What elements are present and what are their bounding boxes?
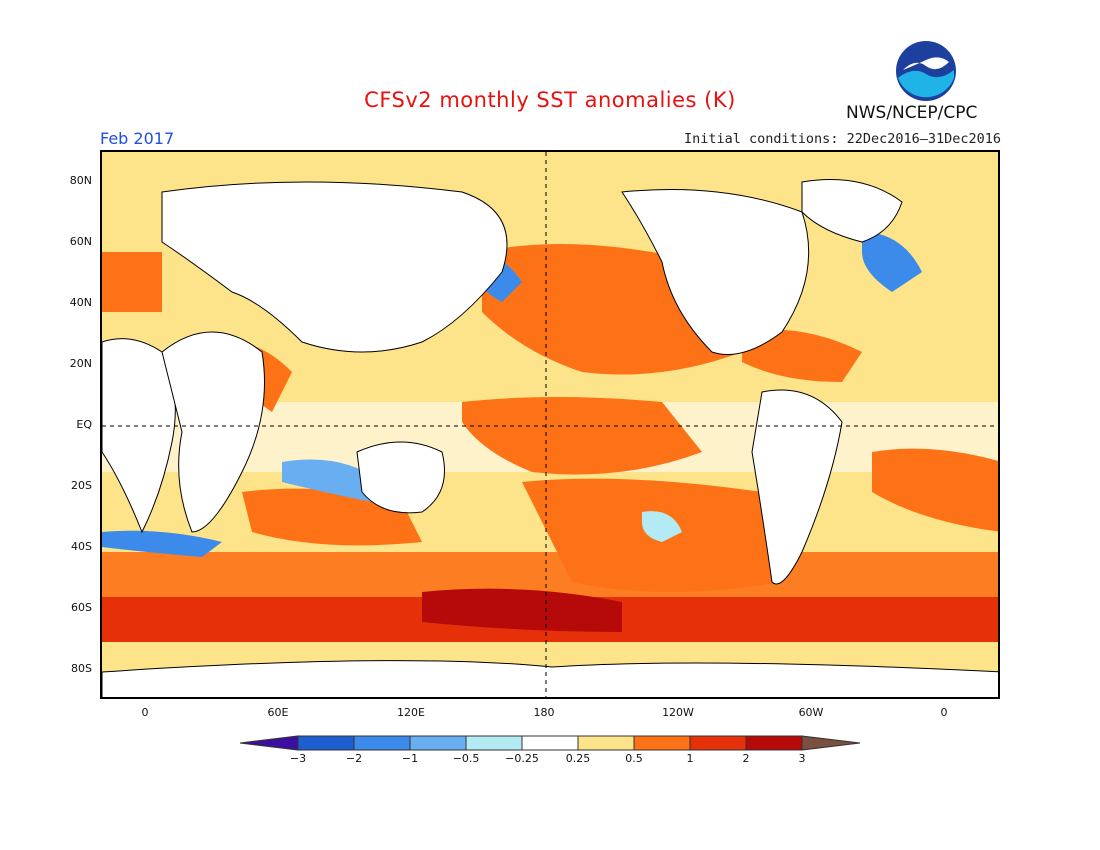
continent-africa	[161, 331, 265, 533]
continent-africa-west	[102, 338, 176, 534]
colorbar-tick-label: −3	[289, 752, 307, 765]
colorbar-tick-label: 0.25	[565, 752, 591, 765]
strong-warm-patch	[422, 588, 622, 632]
lon-label: 60W	[798, 706, 824, 719]
sst-anomaly-map	[100, 150, 1000, 699]
lon-label: 60E	[267, 706, 289, 719]
colorbar-tick-label: −0.25	[505, 752, 539, 765]
continents	[102, 179, 998, 697]
colorbar	[240, 735, 860, 751]
colorbar-swatch	[745, 735, 803, 751]
agency-label: NWS/NCEP/CPC	[846, 103, 978, 123]
colorbar-swatch	[633, 735, 691, 751]
lat-label: 80S	[71, 662, 92, 675]
colorbar-swatch	[409, 735, 467, 751]
colorbar-tick-label: 3	[798, 752, 806, 765]
lat-label: 80N	[69, 174, 92, 187]
colorbar-tick-label: −2	[345, 752, 363, 765]
continent-south-america	[751, 389, 843, 585]
continent-greenland	[801, 179, 903, 243]
lat-label: 20S	[71, 479, 92, 492]
colorbar-tick-label: −1	[401, 752, 419, 765]
lon-label: 180	[533, 706, 555, 719]
colorbar-swatches	[240, 735, 860, 751]
lon-label: 120W	[662, 706, 694, 719]
continent-eurasia	[161, 181, 508, 353]
continent-north-america	[621, 189, 810, 355]
lat-label: EQ	[76, 418, 92, 431]
colorbar-arrow-low	[240, 735, 299, 751]
lon-label: 0	[940, 706, 948, 719]
noaa-logo-icon	[896, 41, 956, 101]
forecast-month: Feb 2017	[100, 129, 175, 148]
colorbar-tick-label: 2	[742, 752, 750, 765]
lon-label: 0	[141, 706, 149, 719]
lat-label: 40S	[71, 540, 92, 553]
colorbar-tick-label: −0.5	[452, 752, 480, 765]
colorbar-tick-label: 0.5	[625, 752, 643, 765]
colorbar-swatch	[353, 735, 411, 751]
colorbar-swatch	[521, 735, 579, 751]
initial-conditions: Initial conditions: 22Dec2016–31Dec2016	[684, 131, 1001, 147]
lat-label: 60N	[69, 235, 92, 248]
colorbar-swatch	[577, 735, 635, 751]
lat-label: 40N	[69, 296, 92, 309]
lon-label: 120E	[397, 706, 425, 719]
chart-title: CFSv2 monthly SST anomalies (K)	[364, 88, 736, 112]
colorbar-arrow-high	[801, 735, 860, 751]
continent-australia	[356, 441, 445, 514]
lat-label: 20N	[69, 357, 92, 370]
colorbar-swatch	[689, 735, 747, 751]
map-canvas	[102, 152, 998, 697]
colorbar-tick-label: 1	[686, 752, 694, 765]
continent-antarctica	[102, 660, 998, 697]
colorbar-swatch	[465, 735, 523, 751]
colorbar-swatch	[297, 735, 355, 751]
lat-label: 60S	[71, 601, 92, 614]
